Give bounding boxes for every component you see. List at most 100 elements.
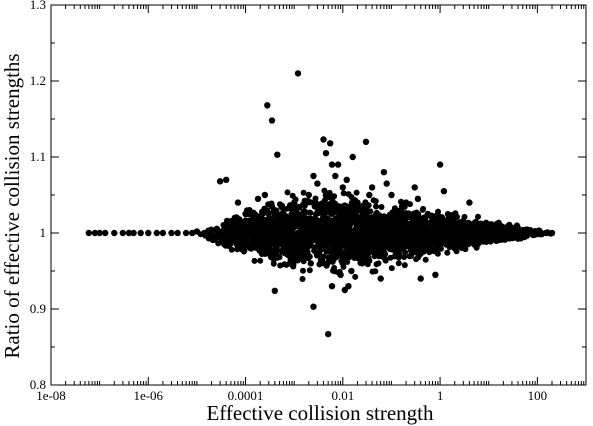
data-point: [523, 228, 530, 235]
data-point: [318, 233, 325, 240]
data-point: [396, 225, 403, 231]
data-point: [485, 237, 492, 244]
data-point: [320, 211, 327, 218]
data-point: [548, 229, 556, 237]
data-point: [406, 224, 413, 231]
data-point: [254, 195, 262, 202]
data-point: [327, 140, 334, 147]
plot-frame: [50, 4, 587, 386]
data-point: [388, 265, 395, 272]
data-point: [265, 234, 272, 240]
data-point: [233, 218, 240, 225]
data-point: [283, 241, 290, 248]
data-point: [359, 260, 366, 267]
data-point: [250, 214, 258, 221]
data-point: [289, 230, 296, 237]
data-point: [248, 245, 255, 252]
data-point: [340, 229, 347, 236]
data-point: [337, 271, 344, 278]
data-point: [326, 248, 333, 255]
data-point: [355, 255, 361, 262]
data-point: [447, 236, 454, 243]
data-point: [451, 245, 458, 252]
data-point: [380, 254, 387, 261]
data-point: [329, 258, 336, 265]
data-point: [352, 217, 359, 224]
data-point: [538, 229, 545, 237]
data-point: [261, 251, 268, 257]
data-point: [153, 229, 160, 237]
x-tick-label: 1: [437, 388, 444, 403]
data-point: [368, 232, 375, 239]
data-point: [357, 242, 364, 249]
data-point: [272, 236, 279, 242]
data-point: [347, 230, 353, 237]
data-point: [182, 229, 190, 237]
data-point: [339, 184, 346, 191]
data-point: [330, 239, 337, 246]
data-point: [387, 244, 393, 251]
data-point: [368, 217, 375, 224]
data-point: [506, 235, 513, 242]
data-point: [473, 227, 480, 234]
data-point: [215, 240, 222, 247]
data-point: [494, 226, 501, 233]
data-point: [421, 240, 428, 247]
data-point: [225, 222, 232, 229]
data-point: [306, 230, 313, 236]
data-point: [309, 220, 316, 227]
data-point: [257, 257, 264, 264]
data-point: [345, 283, 352, 290]
data-point: [240, 241, 247, 248]
data-point: [130, 229, 137, 237]
data-point: [316, 221, 323, 228]
data-point: [111, 229, 118, 237]
data-point: [493, 220, 500, 227]
data-point: [398, 216, 405, 223]
data-point: [434, 244, 441, 251]
data-point: [489, 229, 496, 237]
data-point: [300, 267, 306, 274]
data-point: [380, 169, 388, 176]
data-point: [330, 267, 336, 274]
data-point: [174, 229, 181, 237]
data-point: [286, 252, 293, 259]
data-point: [332, 216, 338, 223]
data-point: [295, 249, 301, 256]
data-point: [326, 219, 333, 226]
data-point: [257, 237, 264, 244]
data-point: [310, 172, 317, 180]
data-point: [301, 227, 307, 234]
data-point: [364, 256, 371, 263]
data-point: [249, 229, 256, 236]
data-point: [268, 117, 276, 124]
data-point: [464, 235, 471, 242]
data-point: [225, 243, 232, 249]
data-point: [306, 267, 313, 274]
data-point: [508, 226, 516, 233]
data-point: [427, 212, 434, 219]
data-point: [299, 276, 306, 282]
data-point: [337, 241, 344, 248]
data-point: [353, 189, 360, 196]
data-point: [401, 262, 408, 269]
data-point: [402, 199, 410, 206]
data-point: [208, 231, 215, 238]
data-point: [202, 229, 209, 237]
data-point: [216, 178, 224, 185]
data-point: [336, 210, 343, 217]
data-point: [227, 233, 235, 240]
data-point: [321, 187, 328, 194]
data-point: [288, 236, 295, 243]
data-point: [462, 246, 469, 253]
data-point: [413, 256, 420, 263]
data-point: [193, 228, 201, 235]
data-point: [351, 232, 358, 239]
data-point: [431, 218, 438, 225]
data-point: [325, 209, 332, 216]
data-point: [356, 236, 363, 243]
data-point: [440, 188, 448, 195]
data-point: [372, 198, 379, 205]
x-tick-label: 0.01: [331, 388, 354, 403]
